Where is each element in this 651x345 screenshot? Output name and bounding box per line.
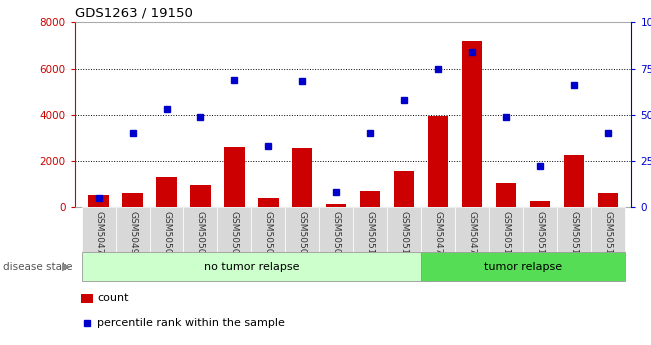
Text: GSM50496: GSM50496 — [128, 210, 137, 260]
Text: GSM50512: GSM50512 — [400, 210, 409, 260]
Bar — [319, 207, 353, 252]
Text: GSM50505: GSM50505 — [196, 210, 205, 260]
Bar — [292, 148, 312, 207]
Bar — [360, 191, 380, 207]
Text: no tumor relapse: no tumor relapse — [204, 262, 299, 272]
Text: GDS1263 / 19150: GDS1263 / 19150 — [75, 7, 193, 20]
Bar — [455, 207, 489, 252]
Text: tumor relapse: tumor relapse — [484, 262, 562, 272]
Bar — [598, 194, 618, 207]
Text: GSM50506: GSM50506 — [230, 210, 239, 260]
Bar — [530, 201, 550, 207]
Text: GSM50515: GSM50515 — [603, 210, 612, 260]
Bar — [557, 207, 590, 252]
Bar — [421, 207, 455, 252]
Bar — [156, 177, 176, 207]
Bar — [184, 207, 217, 252]
Text: GSM50473: GSM50473 — [434, 210, 443, 260]
Text: GSM50514: GSM50514 — [569, 210, 578, 260]
Bar — [116, 207, 150, 252]
Bar — [258, 198, 279, 207]
Bar — [428, 116, 448, 207]
Text: GSM50504: GSM50504 — [162, 210, 171, 260]
Bar — [150, 207, 184, 252]
Bar — [190, 185, 211, 207]
Text: GSM50513: GSM50513 — [535, 210, 544, 260]
Text: GSM50508: GSM50508 — [298, 210, 307, 260]
Text: GSM50511: GSM50511 — [366, 210, 374, 260]
Text: GSM50507: GSM50507 — [264, 210, 273, 260]
Bar — [462, 41, 482, 207]
Bar — [285, 207, 319, 252]
Text: count: count — [97, 294, 128, 303]
Bar — [495, 184, 516, 207]
Bar — [251, 207, 285, 252]
Bar — [217, 207, 251, 252]
Text: GSM50474: GSM50474 — [94, 210, 103, 259]
Bar — [353, 207, 387, 252]
Bar — [489, 207, 523, 252]
Bar — [326, 204, 346, 207]
Bar — [81, 207, 116, 252]
Bar — [394, 170, 414, 207]
Bar — [89, 196, 109, 207]
Text: GSM50510: GSM50510 — [501, 210, 510, 260]
Bar — [387, 207, 421, 252]
Text: ▶: ▶ — [62, 262, 70, 272]
Bar — [590, 207, 625, 252]
Text: disease state: disease state — [3, 262, 73, 272]
Bar — [224, 147, 245, 207]
Bar — [81, 252, 421, 281]
Bar — [523, 207, 557, 252]
Bar — [421, 252, 625, 281]
Text: GSM50475: GSM50475 — [467, 210, 477, 260]
Bar — [122, 193, 143, 207]
Bar — [564, 155, 584, 207]
Text: GSM50509: GSM50509 — [332, 210, 340, 260]
Text: percentile rank within the sample: percentile rank within the sample — [97, 318, 285, 327]
